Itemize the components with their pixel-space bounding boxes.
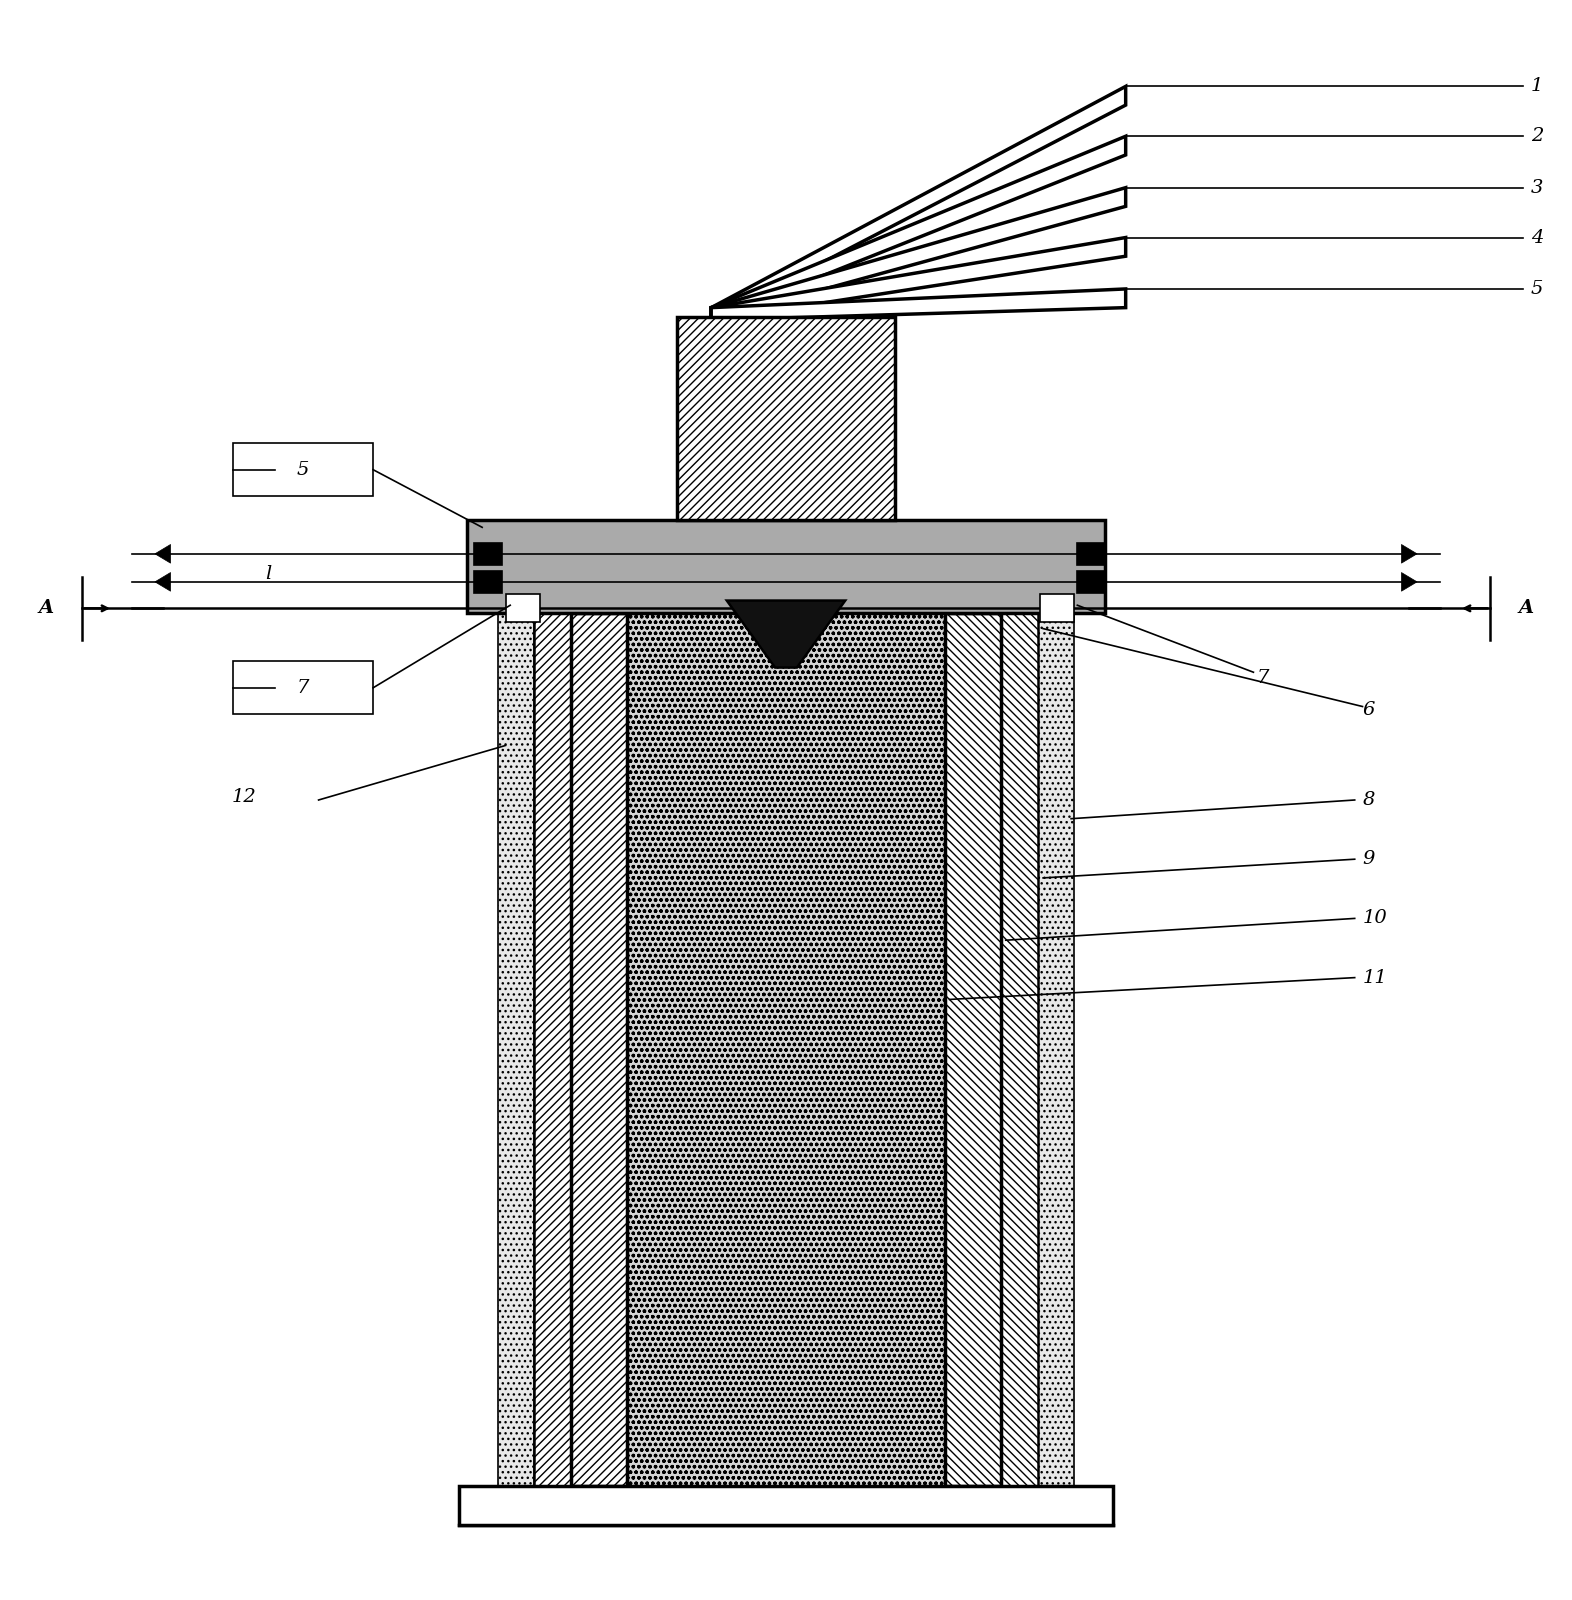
Bar bbox=[475, 571, 503, 592]
Bar bbox=[233, 661, 373, 714]
Text: l: l bbox=[266, 565, 272, 582]
Polygon shape bbox=[1402, 544, 1416, 563]
Text: 5: 5 bbox=[1531, 280, 1544, 298]
Text: 9: 9 bbox=[1363, 850, 1376, 869]
Bar bbox=[498, 613, 533, 1485]
Text: 10: 10 bbox=[1363, 909, 1387, 928]
Bar bbox=[945, 613, 1001, 1485]
Bar bbox=[506, 594, 539, 622]
Bar bbox=[1039, 613, 1074, 1485]
Text: 4: 4 bbox=[1531, 229, 1544, 246]
Bar bbox=[571, 613, 627, 1485]
Bar bbox=[678, 317, 894, 520]
Polygon shape bbox=[711, 86, 1126, 320]
Bar bbox=[1001, 613, 1039, 1485]
Bar bbox=[627, 613, 945, 1485]
Polygon shape bbox=[711, 290, 1126, 320]
Text: 8: 8 bbox=[1363, 790, 1376, 810]
Polygon shape bbox=[711, 187, 1126, 320]
Text: 7: 7 bbox=[1256, 669, 1269, 688]
Polygon shape bbox=[1402, 573, 1416, 592]
Text: 7: 7 bbox=[297, 678, 310, 698]
Polygon shape bbox=[711, 237, 1126, 320]
Bar bbox=[475, 542, 503, 565]
Bar bbox=[1077, 542, 1105, 565]
Text: 2: 2 bbox=[1531, 128, 1544, 146]
Bar bbox=[1077, 571, 1105, 592]
Text: 5: 5 bbox=[297, 461, 310, 478]
Text: 6: 6 bbox=[1363, 701, 1376, 718]
Text: A: A bbox=[1519, 600, 1534, 618]
Bar bbox=[467, 520, 1105, 613]
Text: A: A bbox=[38, 600, 53, 618]
Text: 11: 11 bbox=[1363, 968, 1387, 987]
Polygon shape bbox=[726, 600, 846, 667]
Text: 12: 12 bbox=[231, 787, 256, 806]
Text: 3: 3 bbox=[1531, 179, 1544, 197]
Polygon shape bbox=[156, 544, 170, 563]
Polygon shape bbox=[156, 573, 170, 592]
Bar bbox=[233, 443, 373, 496]
Bar bbox=[459, 1485, 1113, 1525]
Text: 1: 1 bbox=[1531, 77, 1544, 96]
Bar bbox=[533, 613, 571, 1485]
Bar bbox=[1041, 594, 1074, 622]
Polygon shape bbox=[711, 136, 1126, 320]
